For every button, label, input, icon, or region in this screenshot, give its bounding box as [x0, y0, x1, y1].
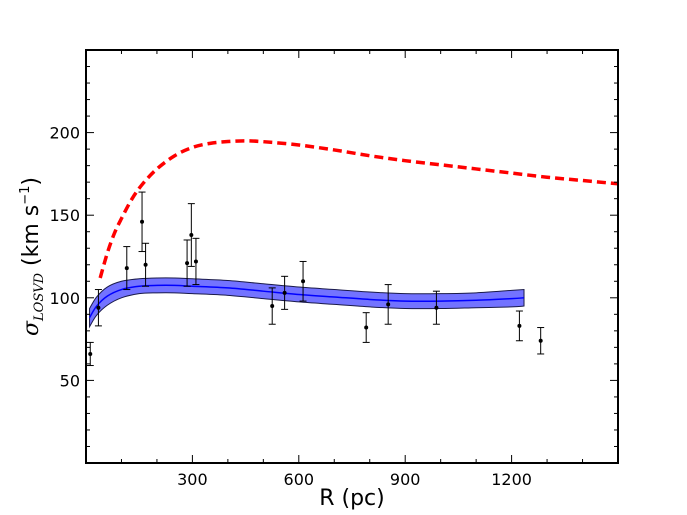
- data-point-4: [138, 191, 146, 253]
- y-tick-label: 200: [49, 124, 80, 143]
- x-tick-label: 1200: [491, 470, 532, 489]
- data-point-13: [384, 284, 392, 325]
- data-point-marker: [517, 323, 522, 328]
- data-point-1: [86, 341, 94, 367]
- data-point-10: [281, 275, 289, 310]
- y-axis-label-subscript: LOSVD: [32, 272, 47, 322]
- y-axis-label-suffix: ): [19, 177, 44, 186]
- x-tick-label: 300: [177, 470, 208, 489]
- data-point-16: [537, 327, 545, 355]
- data-point-marker: [124, 266, 129, 271]
- data-point-marker: [270, 304, 275, 309]
- data-point-8: [192, 237, 200, 286]
- data-point-15: [515, 310, 523, 342]
- data-point-9: [268, 287, 276, 325]
- data-point-marker: [386, 302, 391, 307]
- data-point-marker: [96, 305, 101, 310]
- x-axis-label: R (pc): [319, 486, 385, 511]
- data-point-3: [123, 246, 131, 291]
- data-point-marker: [185, 261, 190, 266]
- x-tick-label: 600: [284, 470, 315, 489]
- y-tick-label: 150: [49, 206, 80, 225]
- data-point-marker: [434, 305, 439, 310]
- model-band-fill: [89, 277, 525, 329]
- y-tick-label: 50: [60, 371, 80, 390]
- y-axis-label-symbol: σ: [19, 320, 44, 336]
- axes-frame: [85, 49, 619, 464]
- data-point-5: [142, 242, 150, 287]
- data-point-marker: [538, 338, 543, 343]
- data-point-marker: [301, 279, 306, 284]
- x-tick-label: 900: [390, 470, 421, 489]
- plot-area: [86, 139, 619, 367]
- data-point-12: [362, 312, 370, 343]
- y-axis-label-exponent: −1: [18, 186, 33, 205]
- data-point-marker: [140, 219, 145, 224]
- data-point-marker: [364, 325, 369, 330]
- data-point-14: [432, 290, 440, 325]
- data-point-2: [94, 289, 102, 327]
- data-point-7: [187, 203, 195, 267]
- y-tick-label: 100: [49, 289, 80, 308]
- data-point-6: [183, 239, 191, 287]
- data-point-marker: [143, 262, 148, 267]
- y-axis-label-units: (km s: [19, 205, 44, 273]
- data-point-marker: [88, 351, 93, 356]
- data-point-marker: [193, 259, 198, 264]
- data-point-marker: [189, 233, 194, 238]
- model-band-median-line: [88, 284, 525, 319]
- data-point-11: [299, 260, 307, 302]
- model-dashed-line: [98, 139, 619, 279]
- y-axis-label: σLOSVD (km s−1): [18, 177, 47, 336]
- ticks: 300 600 900 1200 50 100 150 200: [49, 50, 618, 489]
- data-point-marker: [282, 290, 287, 295]
